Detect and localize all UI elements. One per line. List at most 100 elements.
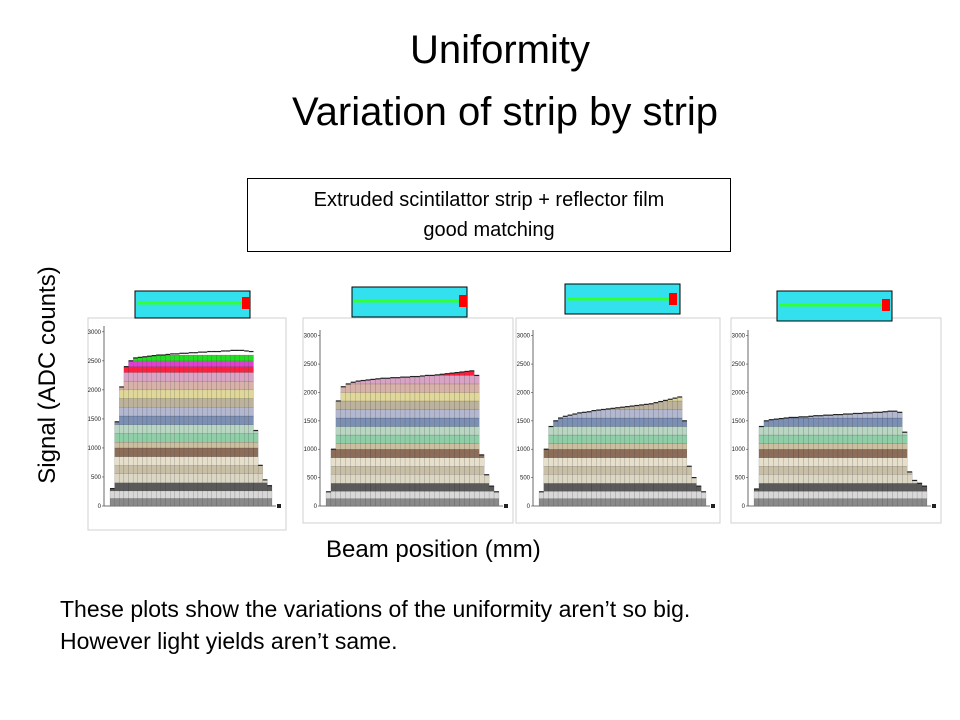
bar-segment <box>813 443 819 450</box>
bar-segment <box>902 466 908 475</box>
bar-segment <box>132 473 138 483</box>
histogram-bar <box>798 416 804 507</box>
bar-segment <box>170 415 175 425</box>
bar-segment <box>548 474 554 484</box>
bar-segment <box>230 424 236 434</box>
bar-segment <box>160 360 166 367</box>
histogram-bar <box>892 410 898 507</box>
bar-segment <box>197 366 203 373</box>
bar-segment <box>193 473 199 483</box>
bar-segment <box>114 465 120 474</box>
bar-segment <box>244 360 250 367</box>
bar-segment <box>639 417 645 427</box>
bar-segment <box>340 392 346 402</box>
bar-segment <box>225 398 231 408</box>
histogram-bar <box>577 412 583 507</box>
bar-segment <box>142 447 148 457</box>
bar-segment <box>488 485 495 492</box>
bar-segment <box>179 498 185 507</box>
bar-segment <box>778 434 784 444</box>
y-tick-label: 2000 <box>732 390 746 396</box>
bar-segment <box>211 360 217 367</box>
bar-segment <box>170 407 175 417</box>
bar-segment <box>409 417 416 427</box>
bar-segment <box>763 434 769 444</box>
bar-segment <box>572 426 578 436</box>
bar-segment <box>577 449 583 458</box>
bar-segment <box>813 449 819 458</box>
bar-segment <box>137 360 143 367</box>
bar-segment <box>146 447 152 457</box>
y-tick-label: 1500 <box>517 419 531 425</box>
bar-segment <box>380 466 386 475</box>
bar-segment <box>581 434 587 444</box>
bar-segment <box>798 417 804 427</box>
bar-segment <box>619 498 626 507</box>
bar-segment <box>847 426 854 436</box>
bar-segment <box>220 473 226 483</box>
bar-segment <box>151 415 157 425</box>
bar-segment <box>902 449 908 458</box>
bar-segment <box>662 400 668 410</box>
bar-segment <box>464 392 470 402</box>
bar-segment <box>619 483 626 492</box>
bar-segment <box>916 483 923 492</box>
histogram-bar <box>842 413 849 507</box>
bar-segment <box>444 449 450 458</box>
bar-segment <box>459 457 465 467</box>
bar-segment <box>624 426 630 436</box>
bar-segment <box>414 457 421 467</box>
bar-segment <box>380 457 386 467</box>
histogram-bar <box>395 377 401 507</box>
bar-segment <box>788 434 794 444</box>
bar-segment <box>823 483 829 492</box>
bar-segment <box>773 491 779 499</box>
bar-segment <box>643 498 649 507</box>
bar-segment <box>629 417 635 427</box>
bar-segment <box>867 491 873 499</box>
bar-segment <box>230 407 236 417</box>
bar-segment <box>395 400 401 410</box>
histogram-bar <box>216 350 222 507</box>
bar-segment <box>763 466 769 475</box>
bar-segment <box>225 354 231 361</box>
bar-segment <box>404 383 411 393</box>
bar-segment <box>586 449 592 458</box>
bar-segment <box>902 483 908 492</box>
histogram-bar <box>151 355 157 507</box>
bar-segment <box>399 409 406 419</box>
bar-segment <box>434 434 440 444</box>
bar-segment <box>827 491 834 499</box>
bar-segment <box>244 433 250 443</box>
histogram-bar <box>156 354 162 507</box>
bar-segment <box>469 466 475 475</box>
bar-segment <box>832 417 839 427</box>
bar-segment <box>818 457 824 467</box>
bar-segment <box>429 474 435 484</box>
histogram-bar <box>758 425 765 507</box>
bar-segment <box>188 381 194 391</box>
bar-segment <box>429 483 435 492</box>
bar-segment <box>808 483 814 492</box>
histogram-bar <box>852 412 858 507</box>
bar-segment <box>239 360 245 367</box>
bar-segment <box>390 434 396 444</box>
bar-segment <box>360 443 366 450</box>
bar-segment <box>220 360 226 367</box>
bar-segment <box>783 417 789 427</box>
bar-segment <box>230 381 236 391</box>
bar-segment <box>619 417 626 427</box>
bar-segment <box>818 466 824 475</box>
bar-segment <box>211 456 217 466</box>
bar-segment <box>395 483 401 492</box>
bar-segment <box>248 389 254 399</box>
bar-segment <box>156 354 162 361</box>
bar-segment <box>142 465 148 474</box>
bar-segment <box>449 426 455 436</box>
bar-segment <box>662 491 668 499</box>
bar-segment <box>921 485 928 492</box>
histogram-bar <box>907 471 913 507</box>
bar-segment <box>793 457 799 467</box>
bar-segment <box>160 473 166 483</box>
bar-segment <box>557 474 564 484</box>
